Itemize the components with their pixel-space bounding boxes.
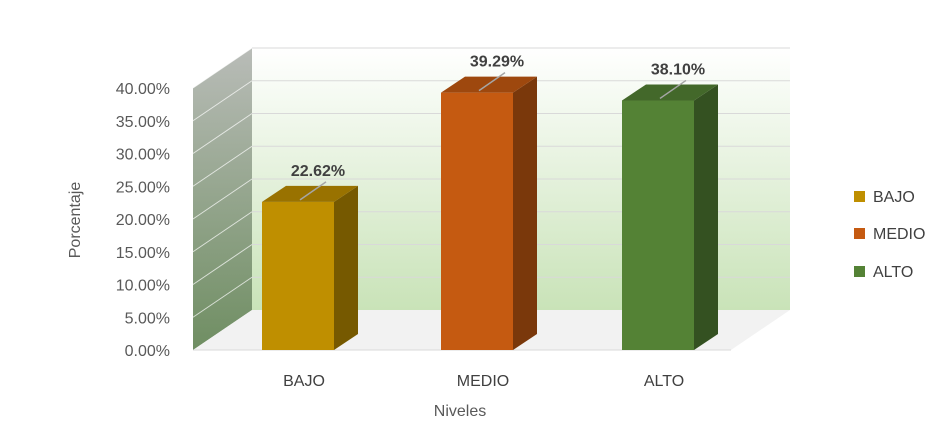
bar-front	[441, 92, 513, 350]
legend-label: MEDIO	[873, 226, 925, 243]
legend-entry-medio: MEDIO	[854, 226, 925, 243]
legend-entry-alto: ALTO	[854, 264, 913, 281]
x-axis-title: Niveles	[434, 403, 486, 420]
legend-swatch	[854, 191, 865, 202]
y-tick-label: 0.00%	[125, 343, 170, 360]
data-label-leader	[299, 181, 327, 201]
bar-side	[513, 76, 537, 350]
bar-top	[622, 84, 718, 101]
side-gridline	[192, 47, 253, 89]
y-axis-title: Porcentaje	[67, 182, 84, 259]
bar-top	[262, 185, 358, 202]
legend-label: BAJO	[873, 189, 915, 206]
bar-alto	[622, 84, 718, 350]
data-label-medio: 39.29%	[470, 54, 524, 71]
side-gridline	[192, 211, 253, 253]
data-labels: 22.62% 39.29% 38.10%	[291, 54, 705, 201]
side-gridline	[192, 276, 253, 318]
data-label-leader	[659, 79, 687, 100]
bars	[262, 76, 718, 350]
bar-side	[694, 84, 718, 350]
x-tick-label-medio: MEDIO	[457, 373, 509, 390]
y-tick-label: 20.00%	[116, 212, 170, 229]
y-tick-label: 30.00%	[116, 147, 170, 164]
legend-swatch	[854, 228, 865, 239]
y-tick-label: 5.00%	[125, 310, 170, 327]
bar-front	[262, 201, 334, 350]
legend-label: ALTO	[873, 264, 913, 281]
data-label-alto: 38.10%	[651, 61, 705, 78]
legend-swatch	[854, 266, 865, 277]
bar-medio	[441, 76, 537, 350]
y-tick-label: 10.00%	[116, 278, 170, 295]
bar-bajo	[262, 185, 358, 350]
side-gridline	[192, 145, 253, 187]
side-gridline	[192, 80, 253, 122]
x-tick-label-bajo: BAJO	[283, 373, 325, 390]
bar-front	[622, 100, 694, 350]
bar-top	[441, 76, 537, 93]
side-gridline	[192, 113, 253, 154]
y-axis-ticks: 0.00% 5.00% 10.00% 15.00% 20.00% 25.00% 30.00%…	[116, 81, 170, 360]
data-label-leader	[478, 72, 506, 92]
x-axis-ticks: BAJO MEDIO ALTO	[283, 373, 684, 390]
legend-entry-bajo: BAJO	[854, 189, 915, 206]
data-label-bajo: 22.62%	[291, 163, 345, 180]
y-tick-label: 40.00%	[116, 81, 170, 98]
legend: BAJO MEDIO ALTO	[854, 189, 925, 281]
side-gridline	[192, 178, 253, 220]
y-tick-label: 35.00%	[116, 114, 170, 131]
bar-side	[334, 185, 358, 350]
y-tick-label: 15.00%	[116, 245, 170, 262]
y-tick-label: 25.00%	[116, 179, 170, 196]
x-tick-label-alto: ALTO	[644, 373, 684, 390]
side-gridline	[192, 244, 253, 285]
